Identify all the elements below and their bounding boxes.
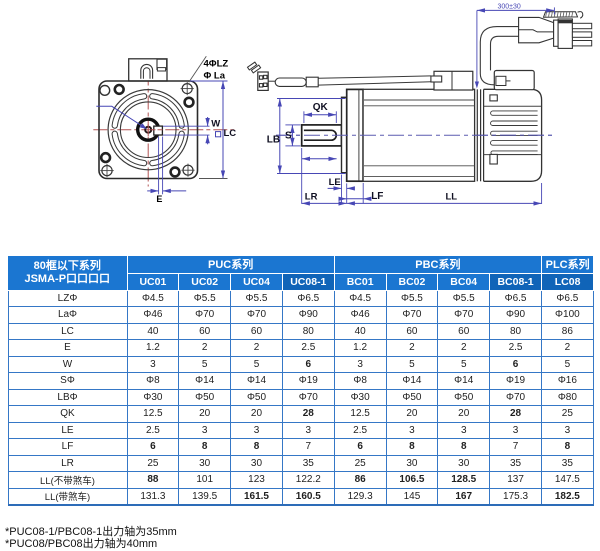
svg-text:LL: LL [446,191,458,202]
svg-text:LB: LB [267,134,280,145]
svg-text:LC: LC [224,128,237,139]
svg-text:LR: LR [305,192,318,203]
svg-text:W: W [211,118,220,129]
svg-text:300±30: 300±30 [498,4,521,11]
svg-text:E: E [156,194,162,204]
svg-text:LF: LF [371,191,383,202]
svg-text:4ΦLZ: 4ΦLZ [204,59,229,70]
svg-text:LE: LE [329,177,341,188]
svg-text:QK: QK [313,102,329,113]
svg-text:S: S [285,131,292,142]
svg-text:Φ La: Φ La [204,71,226,82]
